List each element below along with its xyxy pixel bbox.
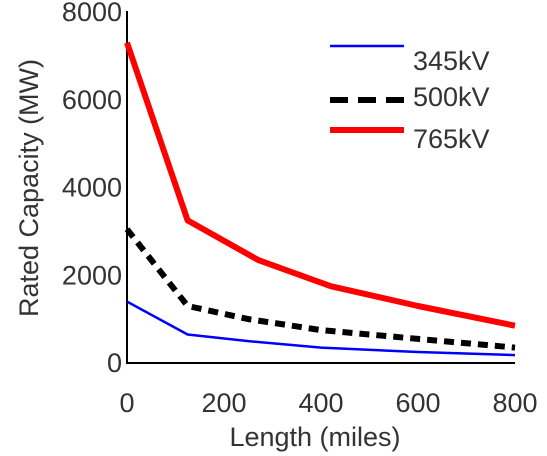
x-tick-label: 0: [119, 388, 134, 418]
x-tick-label: 400: [298, 388, 343, 418]
legend-label-765kv: 765kV: [413, 124, 490, 154]
series-line-765kv: [124, 41, 516, 329]
y-tick-label: 0: [107, 348, 122, 378]
legend: 345kV 500kV 765kV: [330, 44, 490, 154]
series-layer: [124, 41, 516, 357]
x-tick-label: 200: [201, 388, 246, 418]
legend-label-345kv: 345kV: [413, 46, 490, 76]
x-axis-label: Length (miles): [229, 422, 400, 452]
series-line-345kv: [126, 300, 516, 357]
x-tick-labels: 0 200 400 600 800: [119, 388, 537, 418]
y-tick-labels: 0 2000 4000 6000 8000: [62, 0, 122, 378]
series-line-500kv: [124, 227, 516, 351]
y-tick-label: 4000: [62, 173, 122, 203]
y-tick-label: 2000: [62, 260, 122, 290]
x-tick-label: 600: [395, 388, 440, 418]
y-tick-label: 8000: [62, 0, 122, 27]
y-tick-label: 6000: [62, 85, 122, 115]
legend-label-500kv: 500kV: [413, 82, 490, 112]
x-tick-label: 800: [492, 388, 537, 418]
y-axis-label: Rated Capacity (MW): [14, 59, 44, 317]
